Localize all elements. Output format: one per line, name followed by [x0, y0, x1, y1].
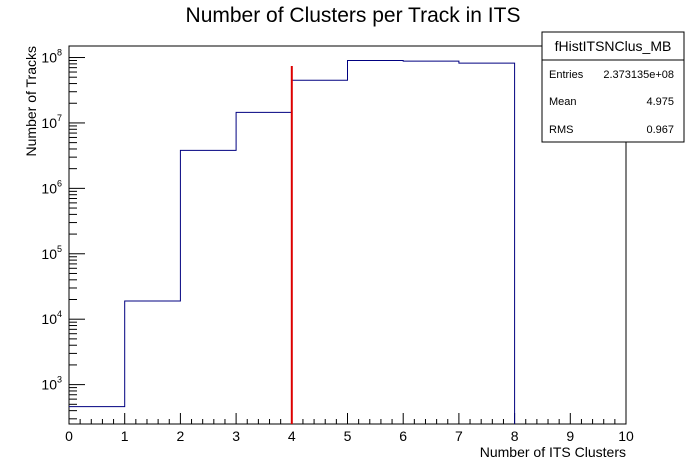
- stats-box-name: fHistITSNClus_MB: [555, 38, 672, 54]
- x-tick-label: 8: [511, 428, 519, 444]
- y-axis-label: Number of Tracks: [23, 46, 39, 156]
- histogram-bin: [348, 61, 404, 424]
- histogram-bin: [236, 112, 292, 424]
- y-tick-labels: 103 104 105 106 107 108: [41, 48, 62, 393]
- x-tick-labels: 0 1 2 3 4 5 6 7 8 9 10: [65, 428, 634, 444]
- x-tick-label: 2: [177, 428, 185, 444]
- axis-ticks: [68, 57, 627, 424]
- y-tick-label: 108: [41, 48, 62, 66]
- stats-mean-label: Mean: [549, 96, 577, 108]
- y-tick-label: 103: [41, 375, 62, 393]
- x-tick-label: 5: [344, 428, 352, 444]
- x-axis-label: Number of ITS Clusters: [480, 444, 626, 460]
- y-tick-label: 104: [41, 309, 62, 327]
- x-tick-label: 1: [121, 428, 129, 444]
- x-tick-label: 9: [566, 428, 574, 444]
- x-tick-label: 3: [232, 428, 240, 444]
- stats-box: fHistITSNClus_MB Entries 2.373135e+08 Me…: [541, 31, 685, 143]
- histogram-bin: [125, 301, 181, 424]
- x-tick-label: 6: [399, 428, 407, 444]
- histogram-bin: [69, 407, 125, 424]
- histogram-bin: [180, 150, 236, 424]
- histogram-bin: [459, 63, 515, 424]
- y-tick-label: 107: [41, 113, 62, 131]
- x-tick-label: 0: [65, 428, 73, 444]
- chart-title: Number of Clusters per Track in ITS: [186, 4, 521, 27]
- histogram-bin: [403, 61, 459, 424]
- x-tick-label: 7: [455, 428, 463, 444]
- x-tick-label: 10: [618, 428, 634, 444]
- stats-box-frame: [541, 31, 685, 143]
- stats-entries-label: Entries: [549, 69, 584, 81]
- stats-mean-value: 4.975: [646, 96, 674, 108]
- y-tick-label: 105: [41, 244, 62, 262]
- stats-rms-label: RMS: [549, 124, 573, 136]
- y-tick-label: 106: [41, 178, 62, 196]
- histogram-bin: [292, 80, 348, 424]
- stats-entries-value: 2.373135e+08: [603, 69, 674, 81]
- x-tick-label: 4: [288, 428, 296, 444]
- stats-rms-value: 0.967: [646, 124, 674, 136]
